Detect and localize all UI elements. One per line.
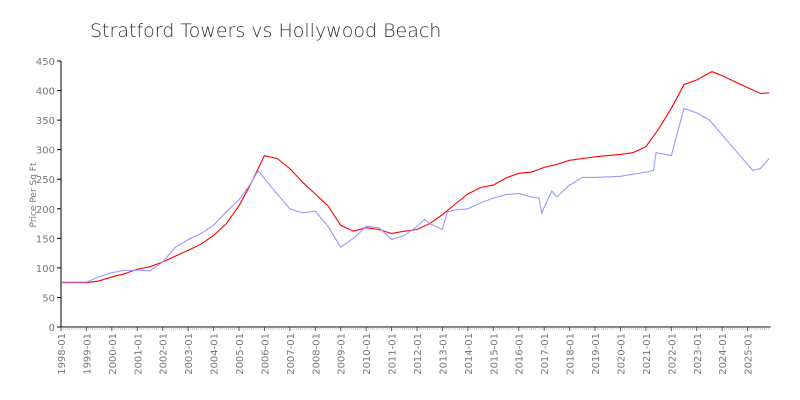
y-tick-label: 300	[36, 146, 55, 157]
y-tick-label: 100	[36, 264, 55, 275]
series-lines	[61, 70, 770, 284]
x-tick-label: 2005-01	[235, 333, 246, 375]
series-line-hollywood-beach	[61, 107, 770, 283]
x-tick-label: 2019-01	[591, 333, 602, 375]
x-tick-label: 2015-01	[489, 333, 500, 375]
x-tick-label: 2023-01	[693, 333, 704, 375]
x-tick-label: 2016-01	[515, 333, 526, 375]
x-tick-label: 2009-01	[337, 333, 348, 375]
y-tick-label: 450	[36, 57, 55, 68]
y-tick-label: 400	[36, 87, 55, 98]
x-tick-label: 2013-01	[438, 333, 449, 375]
x-tick-label: 1999-01	[82, 333, 93, 375]
x-tick-label: 2017-01	[540, 333, 551, 375]
y-tick-label: 350	[36, 116, 55, 127]
x-tick-label: 2018-01	[566, 333, 577, 375]
y-tick-label: 250	[36, 175, 55, 186]
x-tick-label: 2020-01	[616, 333, 627, 375]
x-tick-label: 2001-01	[133, 333, 144, 375]
x-tick-label: 2010-01	[362, 333, 373, 375]
y-axis-label: Price Per Sq Ft	[29, 162, 39, 227]
x-tick-label: 2021-01	[642, 333, 653, 375]
y-tick-label: 150	[36, 234, 55, 245]
x-tick-label: 2006-01	[260, 333, 271, 375]
x-tick-label: 2025-01	[744, 333, 755, 375]
x-tick-label: 2004-01	[210, 333, 221, 375]
y-tick-label: 200	[36, 205, 55, 216]
y-tick-label: 0	[49, 323, 55, 334]
x-tick-label: 2014-01	[464, 333, 475, 375]
chart-title: Stratford Towers vs Hollywood Beach	[90, 20, 441, 42]
x-tick-label: 2008-01	[311, 333, 322, 375]
x-tick-label: 2022-01	[667, 333, 678, 375]
axes: 0 50 100 150 200 250 300 350 400 450 1998-01 1999-0…	[36, 57, 771, 375]
y-tick-label: 50	[42, 293, 55, 304]
x-tick-label: 2011-01	[388, 333, 399, 375]
x-tick-label: 2000-01	[108, 333, 119, 375]
x-tick-label: 2007-01	[286, 333, 297, 375]
series-line-stratford-towers	[61, 70, 770, 284]
x-tick-label: 2012-01	[413, 333, 424, 375]
x-tick-label: 2002-01	[159, 333, 170, 375]
x-tick-label: 2024-01	[718, 333, 729, 375]
x-tick-label: 2003-01	[184, 333, 195, 375]
x-tick-label: 1998-01	[57, 333, 68, 375]
